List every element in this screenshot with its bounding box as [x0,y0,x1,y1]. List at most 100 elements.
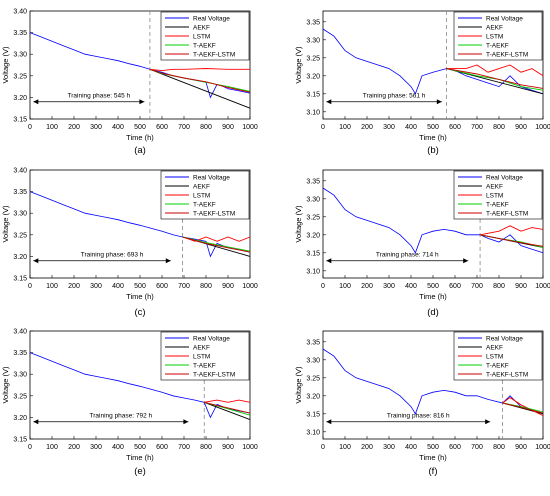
legend: Real Voltage AEKF LSTM T-AEKF T-AEKF-LSTM [160,331,250,381]
y-tick-label: 3.10 [306,268,320,275]
x-tick-label: 600 [156,444,168,451]
legend-entry: LSTM [486,193,503,200]
legend-entry: LSTM [193,193,210,200]
x-tick-label: 600 [449,124,461,131]
legend-box [453,170,543,220]
x-axis-label: Time (h) [419,453,447,462]
legend-entry: T-AEKF-LSTM [486,211,528,218]
y-tick-label: 3.40 [13,329,27,336]
legend-entry: AEKF [486,25,503,32]
training-phase-label: Training phase: 561 h [363,93,426,100]
x-tick-label: 700 [178,283,190,290]
y-tick-label: 3.15 [306,250,320,257]
arrow-head-left [326,258,332,264]
legend-entry: AEKF [486,345,503,352]
arrow-head-right [485,419,491,425]
arrow-head-left [33,258,39,264]
x-tick-label: 600 [156,124,168,131]
x-tick-label: 500 [134,444,146,451]
panel-b: 0 100 200 300 400 500 600 700 800 900 1000 3.10 3.15… [294,10,550,156]
y-tick-label: 3.15 [13,437,27,444]
series-lstm [182,236,251,242]
x-axis-label: Time (h) [126,292,154,301]
x-tick-label: 400 [112,124,124,131]
legend-entry: T-AEKF [193,43,216,50]
legend-entry: Real Voltage [193,16,230,23]
x-tick-label: 0 [28,283,32,290]
y-axis-label: Voltage (V) [1,205,10,243]
series-real-voltage [322,187,544,254]
legend-entry: T-AEKF [486,43,509,50]
y-tick-label: 3.30 [13,52,27,59]
x-tick-label: 600 [449,283,461,290]
y-tick-label: 3.15 [306,411,320,418]
x-tick-label: 100 [46,283,58,290]
y-tick-label: 3.30 [306,357,320,364]
x-tick-label: 0 [28,444,32,451]
arrow-head-right [139,99,145,105]
training-phase-label: Training phase: 816 h [387,413,450,420]
x-tick-label: 100 [46,444,58,451]
y-tick-label: 3.30 [306,37,320,44]
x-tick-label: 800 [200,283,212,290]
legend-entry: T-AEKF-LSTM [486,52,528,59]
y-axis-label: Voltage (V) [294,205,303,243]
y-tick-label: 3.20 [306,393,320,400]
y-tick-label: 3.20 [13,254,27,261]
y-tick-label: 3.30 [13,372,27,379]
arrow-head-right [436,99,442,105]
y-tick-label: 3.25 [306,55,320,62]
legend-entry: Real Voltage [193,336,230,343]
x-axis-label: Time (h) [126,133,154,142]
legend: Real Voltage AEKF LSTM T-AEKF T-AEKF-LSTM [160,11,250,61]
panel-d: 0 100 200 300 400 500 600 700 800 900 1000 3.10 3.15… [294,169,550,318]
x-tick-label: 900 [222,283,234,290]
legend: Real Voltage AEKF LSTM T-AEKF T-AEKF-LSTM [160,170,250,220]
series-lstm [502,397,544,417]
x-tick-label: 700 [178,124,190,131]
x-tick-label: 1000 [535,283,550,290]
legend-entry: LSTM [486,34,503,41]
series-aekf [149,68,251,109]
legend-entry: T-AEKF [486,202,509,209]
legend-entry: AEKF [193,345,210,352]
arrow-head-left [326,99,332,105]
y-tick-label: 3.35 [13,30,27,37]
x-tick-label: 600 [449,444,461,451]
y-tick-label: 3.40 [13,9,27,16]
series-real-voltage [29,352,251,419]
x-tick-label: 300 [90,444,102,451]
y-tick-label: 3.35 [306,178,320,185]
y-tick-label: 3.15 [306,91,320,98]
legend-entry: LSTM [193,354,210,361]
panel-c: 0 100 200 300 400 500 600 700 800 900 1000 3.15 3.20… [1,168,258,319]
x-tick-label: 800 [493,444,505,451]
y-tick-label: 3.40 [13,168,27,175]
legend-entry: AEKF [193,184,210,191]
x-tick-label: 0 [28,124,32,131]
series-real-voltage [29,191,251,258]
x-tick-label: 300 [383,444,395,451]
x-tick-label: 500 [427,283,439,290]
x-tick-label: 700 [471,444,483,451]
x-tick-label: 400 [112,444,124,451]
legend-entry: Real Voltage [486,16,523,23]
x-axis-label: Time (h) [126,453,154,462]
x-tick-label: 900 [222,444,234,451]
x-tick-label: 0 [321,283,325,290]
x-tick-label: 200 [68,283,80,290]
panel-caption: (a) [134,145,146,156]
arrow-head-left [33,99,39,105]
x-tick-label: 100 [339,283,351,290]
series-t-aekf-lstm [446,68,544,89]
y-axis-label: Voltage (V) [1,46,10,84]
x-tick-label: 100 [339,444,351,451]
x-tick-label: 200 [68,444,80,451]
panel-caption: (b) [427,145,439,156]
x-tick-label: 500 [134,124,146,131]
y-tick-label: 3.30 [306,196,320,203]
legend-entry: T-AEKF-LSTM [193,52,235,59]
x-tick-label: 0 [321,444,325,451]
legend-entry: T-AEKF-LSTM [193,372,235,379]
series-aekf [204,401,251,421]
